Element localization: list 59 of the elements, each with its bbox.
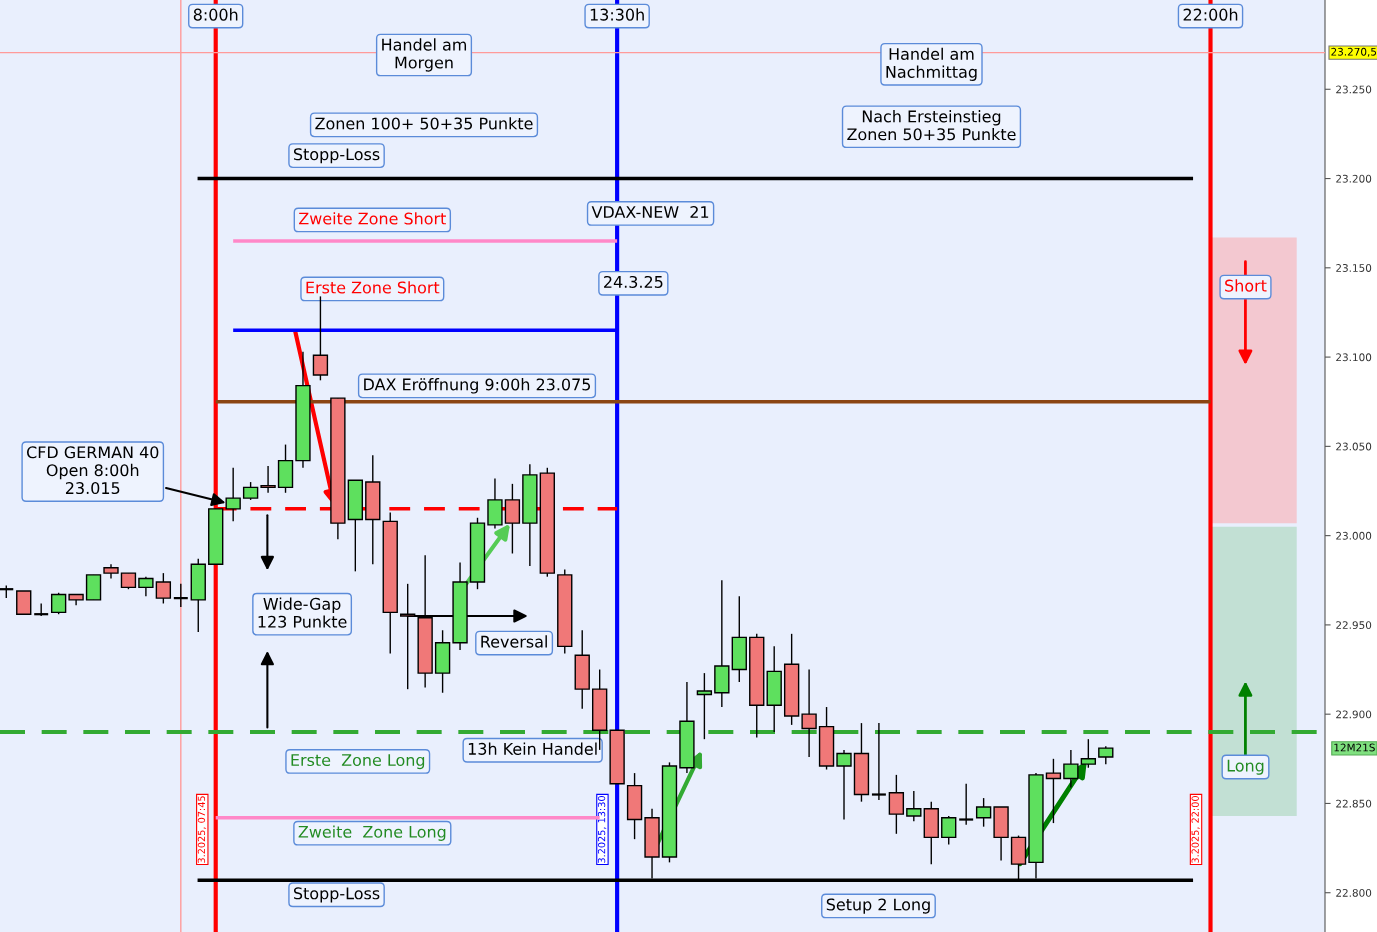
ref-line-label: 23.270,5 <box>1331 47 1377 57</box>
candlestick <box>16 590 32 615</box>
candlestick <box>172 583 189 608</box>
ref-line-label: 8:00h <box>193 8 238 21</box>
annotation: Setup 2 Long <box>826 898 930 914</box>
ref-line-label: 13:30h <box>590 8 644 21</box>
annotation: Reversal <box>481 635 547 648</box>
candlestick <box>941 815 957 846</box>
annotation: Wide-Gap 123 Punkte <box>258 597 347 628</box>
y-tick-label: 22.900 <box>1336 710 1372 719</box>
text: 12M21S <box>1334 743 1375 752</box>
candlestick <box>50 592 67 615</box>
y-tick-label: 23.200 <box>1336 174 1372 183</box>
annotation: Erste Zone Short <box>306 281 440 294</box>
candlestick <box>504 483 521 555</box>
candlestick <box>260 465 276 494</box>
candlestick <box>33 602 50 617</box>
annotation: Long <box>1227 759 1264 775</box>
annotation: Zonen 100+ 50+35 Punkte <box>315 117 533 130</box>
annotation: Stopp-Loss <box>293 887 380 903</box>
annotation: Nach Ersteinstieg Zonen 50+35 Punkte <box>847 110 1016 141</box>
annotation: Stopp-Loss <box>293 148 380 164</box>
candlestick <box>906 790 922 822</box>
annotation: Zweite Zone Long <box>298 825 446 841</box>
candlestick <box>958 783 975 826</box>
y-tick-label: 23.000 <box>1336 531 1372 540</box>
annotation: Handel am Nachmittag <box>886 47 977 81</box>
candlestick <box>836 749 852 821</box>
annotation: Short <box>1225 279 1267 292</box>
candlestick <box>888 774 905 835</box>
y-tick-label: 23.250 <box>1336 85 1372 94</box>
candlestick <box>1063 749 1079 789</box>
y-tick-label: 23.050 <box>1336 442 1372 451</box>
y-tick-label: 22.950 <box>1336 621 1372 630</box>
y-tick-label: 22.800 <box>1336 888 1372 897</box>
candlestick <box>696 672 713 740</box>
annotation: 24.3.25 <box>604 275 663 288</box>
annotation: 3.2025, 13:30 <box>597 796 607 863</box>
candlestick <box>138 576 154 598</box>
candlestick <box>870 722 887 801</box>
annotation: Handel am Morgen <box>382 38 467 72</box>
y-tick-label: 23.100 <box>1336 353 1372 362</box>
candlestick <box>1045 758 1062 824</box>
candlestick <box>801 668 817 758</box>
annotation: 13h Kein Handel <box>468 742 597 755</box>
annotation: CFD GERMAN 40 Open 8:00h 23.015 <box>26 446 159 495</box>
y-tick-label: 23.150 <box>1336 264 1372 272</box>
candlestick <box>155 572 172 605</box>
candlestick <box>1080 738 1097 769</box>
annotation: 3.2025, 07:45 <box>197 796 207 863</box>
annotation: DAX Eröffnung 9:00h 23.075 <box>364 378 591 394</box>
annotation: Erste Zone Long <box>291 754 425 770</box>
candlestick <box>975 797 992 828</box>
annotation: 3.2025, 22:00 <box>1191 796 1200 863</box>
annotation: VDAX-NEW 21 <box>591 205 709 218</box>
y-tick-label: 22.850 <box>1336 799 1372 808</box>
ref-line-label: 22:00h <box>1183 8 1238 21</box>
annotation: Zweite Zone Short <box>299 212 446 225</box>
candlestick <box>312 295 329 381</box>
